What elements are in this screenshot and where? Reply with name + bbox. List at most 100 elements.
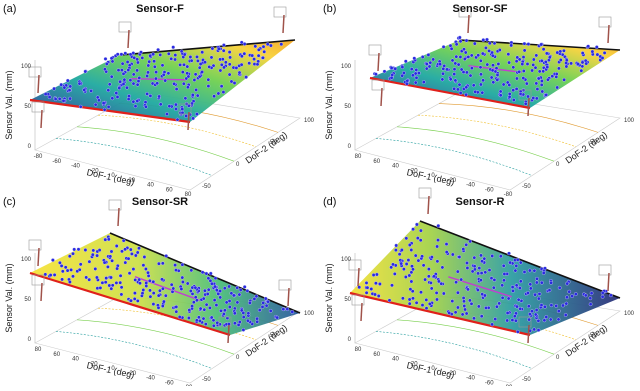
sample-point — [403, 59, 408, 64]
sample-point — [487, 268, 492, 272]
sample-point — [103, 57, 108, 61]
sample-point — [533, 65, 538, 70]
sample-point — [152, 59, 156, 64]
sample-point — [109, 275, 113, 280]
sample-point — [120, 61, 125, 66]
sample-point — [414, 68, 419, 72]
sample-point — [155, 81, 160, 86]
y-tick-label: 100 — [624, 311, 635, 317]
sample-point — [109, 286, 114, 291]
sample-point — [491, 80, 496, 85]
sample-point — [130, 252, 134, 256]
sample-point — [174, 107, 178, 111]
sample-point — [371, 273, 376, 277]
sample-point — [135, 82, 140, 87]
sample-point — [221, 48, 226, 53]
sample-point — [497, 301, 502, 306]
sample-point — [424, 62, 429, 66]
sample-point — [411, 296, 415, 301]
z-tick-label: 50 — [24, 104, 31, 110]
sample-point — [123, 247, 127, 252]
sample-point — [464, 38, 469, 43]
sample-point — [492, 278, 497, 282]
x-tick-label: -20 — [90, 168, 99, 174]
skeleton-icon — [348, 259, 362, 271]
sample-point — [518, 306, 523, 311]
sample-point — [206, 276, 211, 281]
sample-point — [438, 62, 442, 67]
sample-point — [235, 300, 240, 305]
skeleton-limb — [357, 267, 360, 287]
sample-point — [116, 68, 121, 73]
sample-point — [539, 58, 544, 63]
sample-point — [281, 307, 286, 312]
sample-point — [180, 262, 185, 267]
sample-point — [463, 50, 468, 55]
sample-point — [549, 280, 553, 285]
y-tick-label: 0 — [236, 162, 240, 168]
sample-point — [374, 281, 378, 286]
skeleton-icon — [351, 294, 365, 306]
sample-point — [453, 310, 458, 315]
x-tick-label: -60 — [485, 380, 494, 386]
sample-point — [541, 69, 546, 74]
sample-point — [452, 72, 457, 76]
sample-point — [189, 58, 194, 63]
sample-point — [580, 51, 585, 55]
sample-point — [518, 260, 523, 265]
sample-point — [71, 251, 75, 256]
contour — [396, 126, 555, 162]
sample-point — [517, 57, 522, 62]
sample-point — [154, 70, 158, 74]
sample-point — [255, 62, 260, 67]
sample-point — [126, 97, 131, 101]
sample-point — [65, 78, 70, 83]
sample-point — [528, 286, 533, 291]
sample-point — [60, 277, 64, 282]
sample-point — [421, 263, 426, 268]
sample-point — [146, 274, 151, 278]
sample-point — [588, 302, 593, 307]
sample-point — [256, 53, 261, 58]
sample-point — [453, 78, 458, 83]
sample-point — [53, 97, 58, 101]
z-tick-label: 0 — [348, 144, 352, 150]
sample-point — [565, 281, 570, 286]
skeleton-icon — [31, 101, 45, 113]
sample-point — [514, 318, 518, 323]
sample-point — [171, 286, 176, 291]
skeleton-limb — [607, 24, 610, 44]
sample-point — [84, 275, 89, 280]
sample-point — [539, 83, 544, 87]
sample-point — [170, 289, 175, 294]
sample-point — [227, 284, 231, 289]
sample-point — [435, 259, 440, 264]
sample-point — [204, 271, 209, 276]
sample-point — [218, 68, 223, 73]
sample-point — [135, 99, 140, 103]
sample-point — [424, 298, 429, 302]
skeleton-limb — [187, 111, 190, 131]
black-edge — [119, 39, 296, 56]
sample-point — [43, 272, 48, 277]
sample-point — [526, 304, 531, 309]
sample-point — [103, 237, 108, 242]
sample-point — [146, 70, 150, 75]
sample-point — [107, 283, 112, 288]
sample-point — [490, 53, 495, 58]
sample-point — [209, 315, 214, 320]
sample-point — [201, 296, 206, 301]
contour — [76, 319, 235, 355]
sample-point — [465, 266, 470, 270]
sample-point — [477, 266, 482, 270]
sample-point — [68, 84, 73, 89]
sample-point — [48, 273, 53, 277]
sample-point — [144, 104, 148, 109]
x-tick-label: -40 — [466, 183, 475, 189]
sample-point — [468, 239, 472, 244]
sample-point — [203, 288, 207, 293]
sample-point — [537, 292, 542, 296]
sample-point — [484, 46, 488, 50]
sample-point — [609, 293, 613, 298]
